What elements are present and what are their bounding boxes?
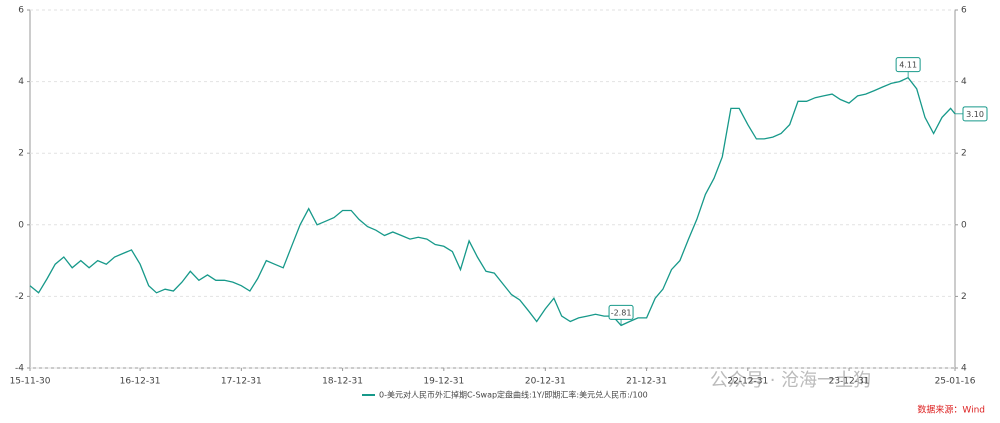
y2-tick-label: 2	[961, 292, 967, 302]
x-tick-label: 20-12-31	[525, 377, 566, 387]
y-tick-label: 2	[18, 149, 24, 159]
y2-tick-label: 0	[961, 220, 967, 230]
annotation-box	[895, 57, 921, 73]
x-tick-label: 21-12-31	[626, 377, 667, 387]
x-tick-label: 17-12-31	[221, 377, 262, 387]
watermark: 公众号 · 沧海一土狗	[710, 370, 871, 391]
y-tick-label: -4	[15, 364, 24, 374]
x-tick-label: 16-12-31	[120, 377, 161, 387]
legend-label: 0-美元对人民币外汇掉期C-Swap定盘曲线:1Y/即期汇率:美元兑人民币:/1…	[379, 390, 648, 400]
y2-tick-label: 4	[961, 77, 967, 87]
x-tick-label: 23-12-31	[829, 377, 870, 387]
annotation-label: -2.81	[611, 308, 632, 317]
y-tick-label: 4	[18, 77, 24, 87]
y2-tick-label: 6	[961, 6, 967, 16]
annotation-box	[608, 304, 634, 320]
y2-tick-label: 4	[961, 364, 967, 374]
annotation-label: 3.10	[966, 110, 984, 119]
x-tick-label: 15-11-30	[10, 377, 51, 387]
x-tick-label: 25-01-16	[935, 377, 976, 387]
x-tick-label: 19-12-31	[423, 377, 464, 387]
y-tick-label: 0	[18, 220, 24, 230]
x-tick-label: 18-12-31	[322, 377, 363, 387]
source: 数据来源：Wind	[917, 404, 985, 416]
y-tick-label: -2	[15, 292, 24, 302]
y2-tick-label: 2	[961, 149, 967, 159]
annotation-box	[962, 106, 988, 122]
x-tick-label: 22-12-31	[727, 377, 768, 387]
series-line	[29, 76, 956, 327]
annotation-label: 4.11	[899, 61, 917, 70]
y-tick-label: 6	[18, 6, 24, 16]
